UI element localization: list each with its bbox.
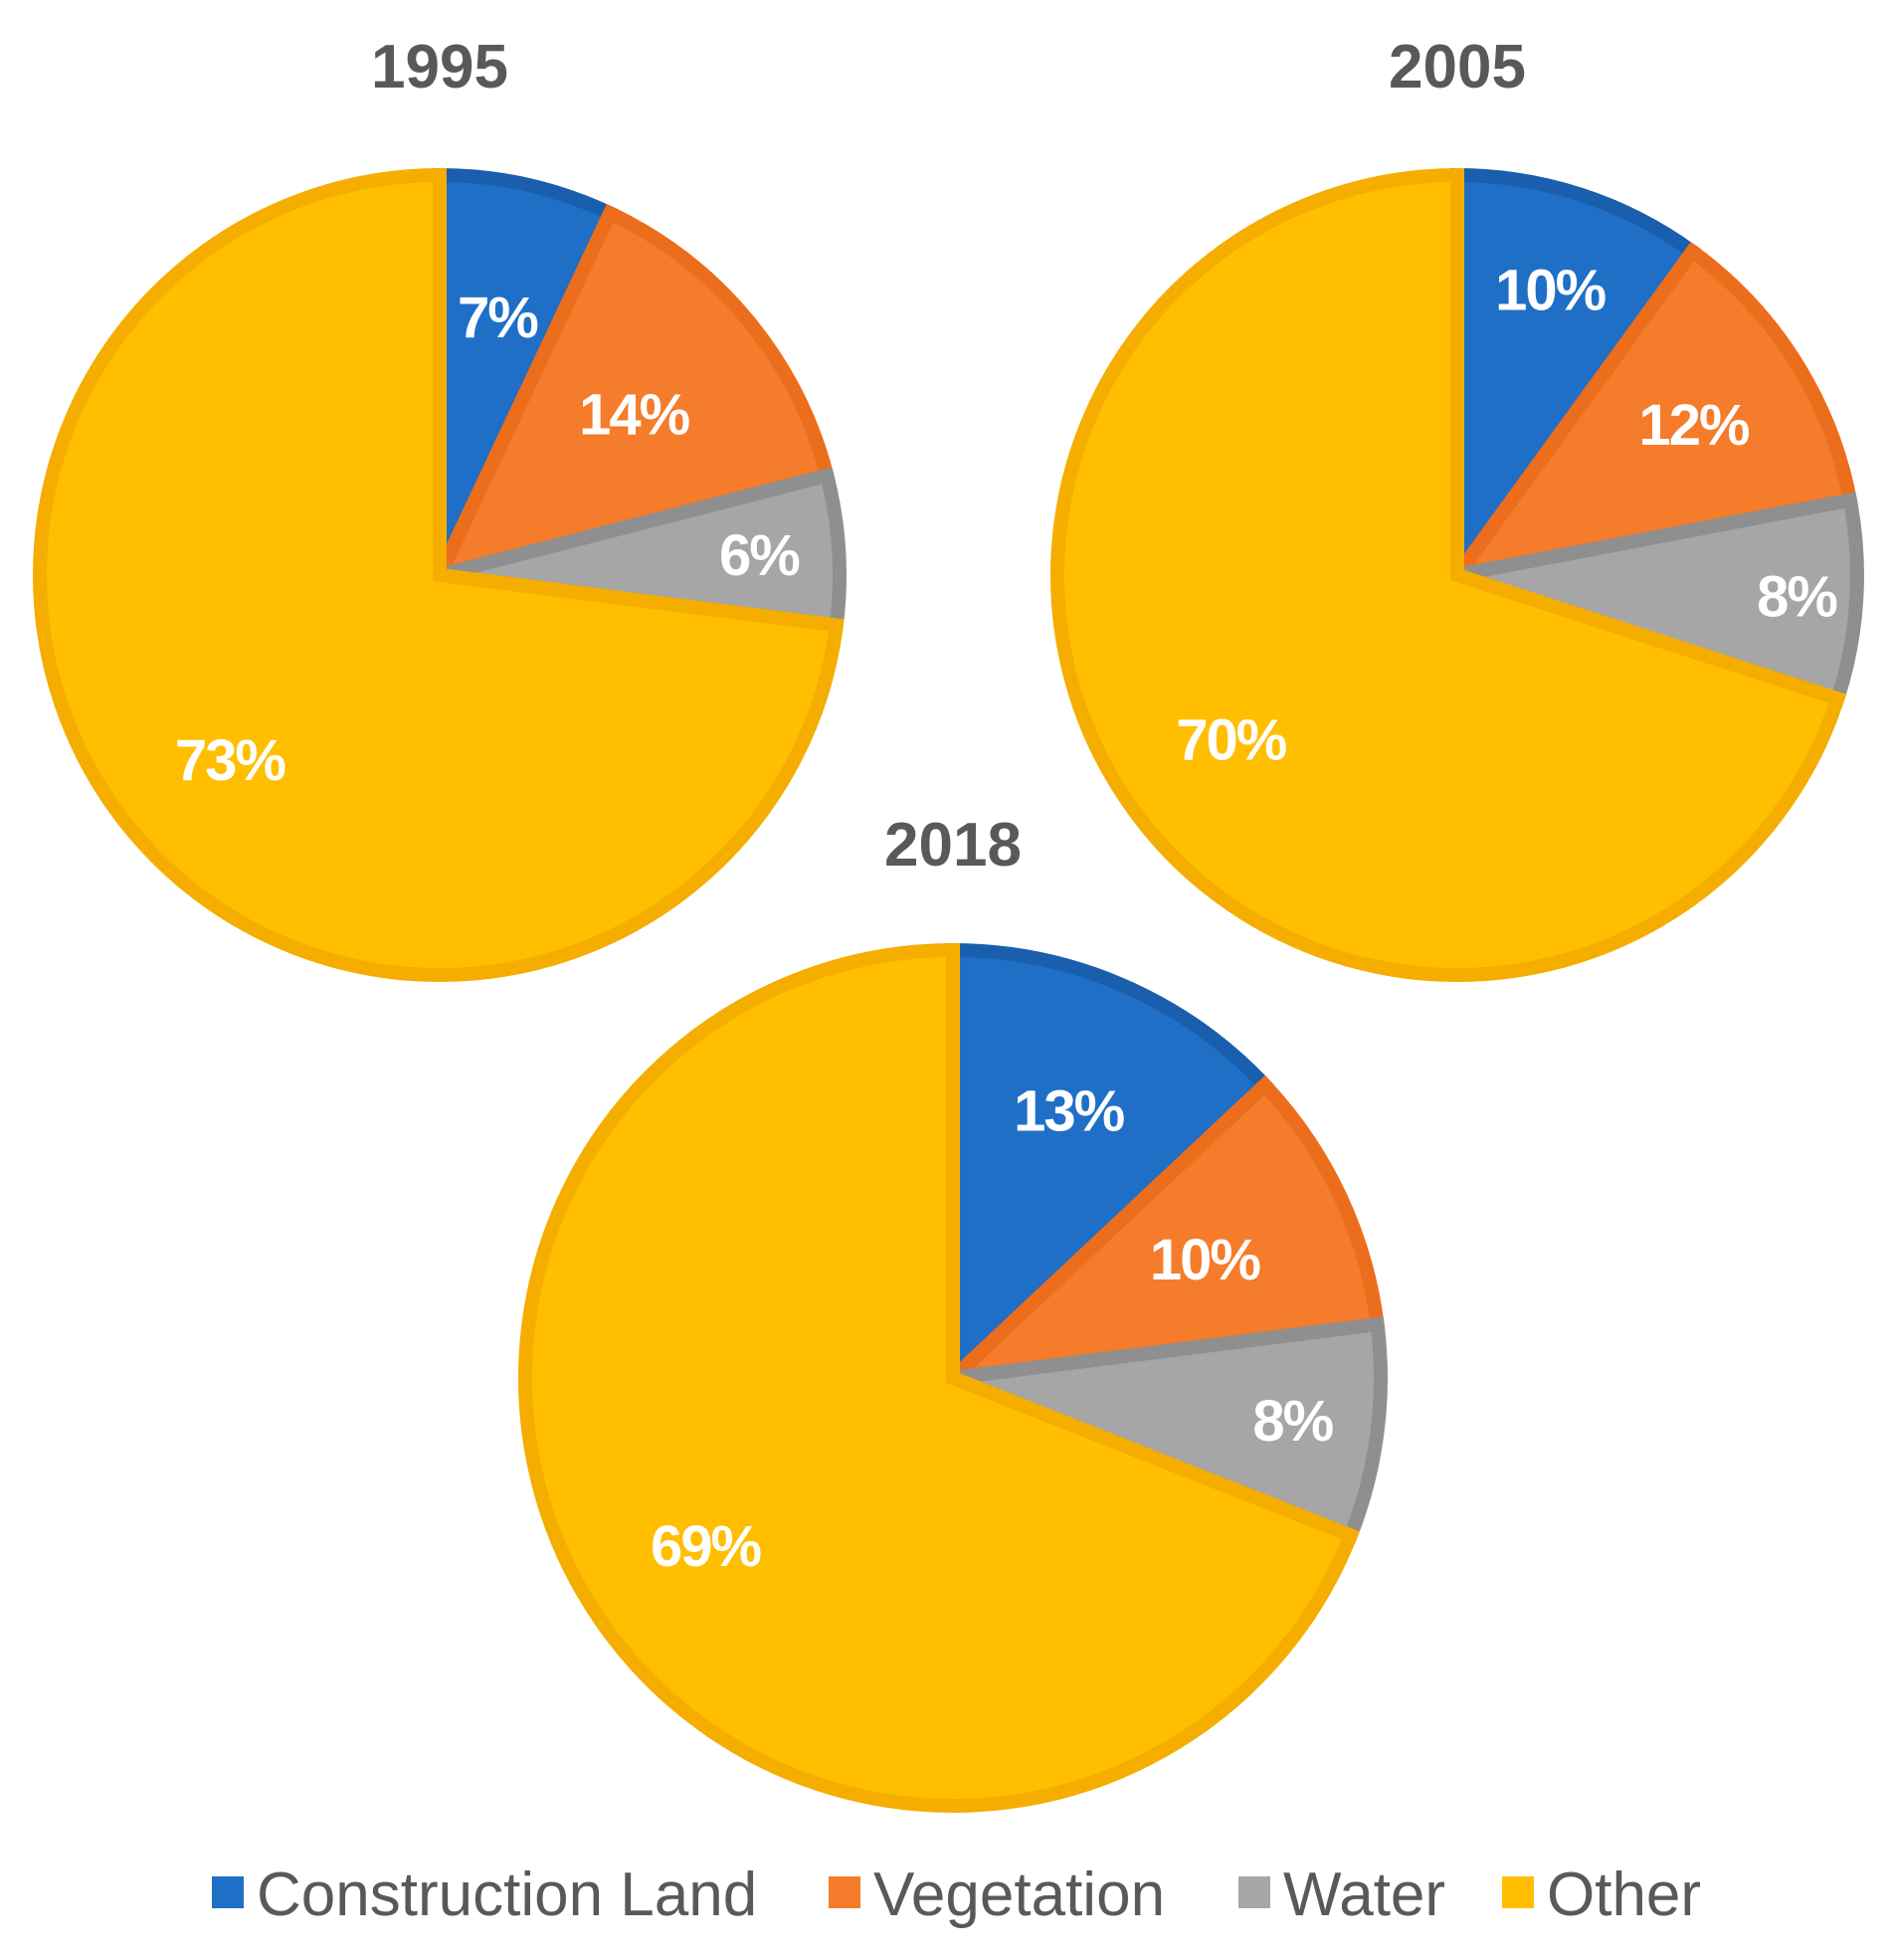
legend-label-other: Other [1547, 1861, 1701, 1929]
pie-slice-2005-vegetation [1440, 241, 1859, 586]
pie-title-1995: 1995 [371, 33, 508, 101]
data-label-1995-vegetation: 14% [579, 383, 690, 448]
data-label-1995-water: 6% [719, 523, 800, 588]
pie-slice-2018-water [950, 1316, 1388, 1545]
legend-swatch-construction-land [212, 1876, 244, 1908]
data-label-2018-other: 69% [651, 1514, 762, 1579]
data-label-2005-other: 70% [1176, 707, 1287, 772]
legend: Construction Land Vegetation Water Other [212, 1861, 1701, 1929]
pie-slice-2005-construction-land [1450, 167, 1703, 597]
legend-label-water: Water [1283, 1861, 1445, 1929]
data-label-2005-vegetation: 12% [1639, 393, 1751, 458]
pie-slice-2005-water [1454, 491, 1864, 708]
legend-label-vegetation: Vegetation [873, 1861, 1165, 1929]
legend-swatch-water [1238, 1876, 1270, 1908]
pie-chart-2018: 13% 10% 8% 69% 2018 [518, 811, 1388, 1813]
data-label-2018-water: 8% [1252, 1389, 1333, 1454]
data-label-2018-vegetation: 10% [1150, 1228, 1261, 1292]
pie-chart-1995: 7% 14% 6% 73% 1995 [33, 33, 847, 982]
pie-slice-2005-other [1050, 167, 1847, 982]
data-label-1995-other: 73% [175, 728, 286, 793]
pie-title-2005: 2005 [1389, 33, 1526, 101]
data-label-2005-construction-land: 10% [1495, 258, 1606, 322]
pie-title-2018: 2018 [884, 811, 1022, 880]
pie-chart-2005: 10% 12% 8% 70% 2005 [1050, 33, 1864, 982]
data-label-2005-water: 8% [1757, 564, 1837, 629]
pie-slice-1995-vegetation [427, 203, 836, 586]
data-label-2018-construction-land: 13% [1014, 1079, 1125, 1144]
pie-slice-2018-other [518, 942, 1360, 1813]
legend-swatch-other [1502, 1876, 1534, 1908]
data-label-1995-construction-land: 7% [458, 286, 538, 350]
pie-slice-2018-construction-land [946, 942, 1275, 1395]
legend-label-construction-land: Construction Land [257, 1861, 757, 1929]
pie-slice-1995-other [33, 167, 845, 982]
pie-slice-2018-vegetation [932, 1075, 1386, 1388]
legend-swatch-vegetation [829, 1876, 860, 1908]
